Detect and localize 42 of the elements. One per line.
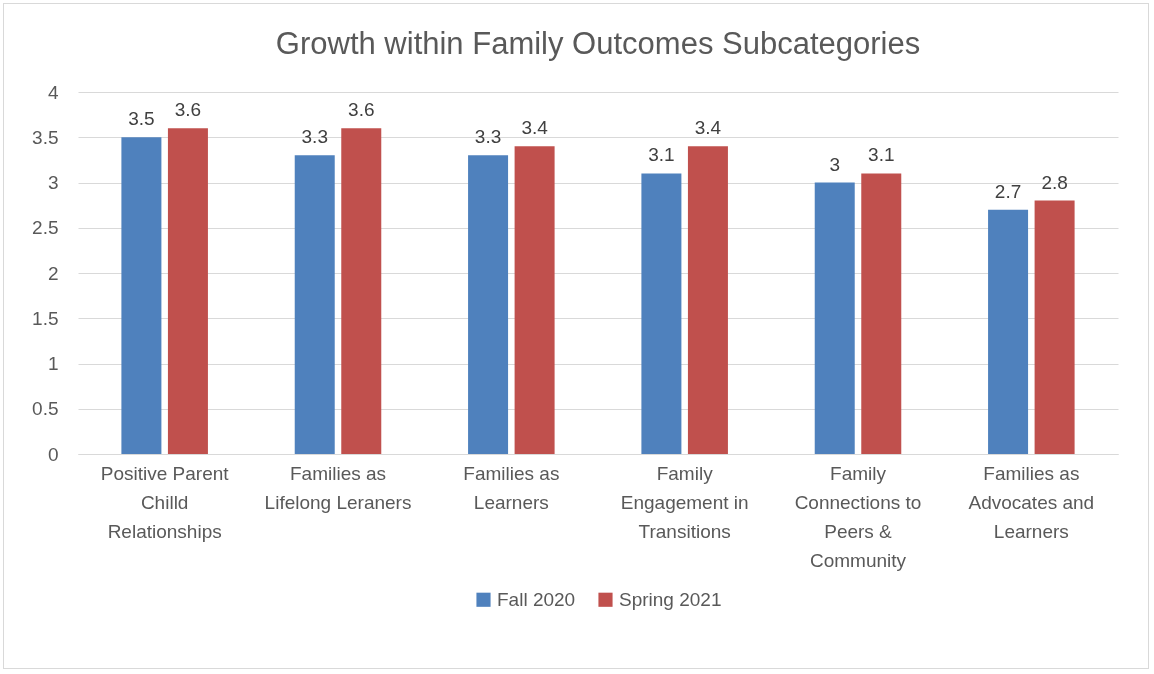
data-label: 3.4: [521, 117, 549, 139]
bar: [468, 155, 509, 454]
y-tick-label: 2: [47, 262, 59, 284]
data-label: 3: [829, 153, 841, 175]
data-label: 3.3: [474, 126, 502, 148]
data-label: 3.5: [128, 108, 155, 130]
data-label: 2.8: [1041, 171, 1068, 193]
x-tick-label: Families as Learners: [463, 462, 560, 513]
data-label: 2.7: [994, 180, 1022, 202]
bar: [814, 182, 855, 454]
bar: [167, 128, 208, 454]
y-tick-label: 1: [47, 353, 59, 374]
chart-title: Growth within Family Outcomes Subcategories: [275, 26, 921, 61]
x-tick-label: Families as Lifelong Leraners: [264, 462, 412, 513]
data-label: 3.4: [694, 117, 722, 139]
legend-label: Spring 2021: [619, 588, 722, 610]
y-tick-label: 0: [47, 443, 59, 465]
y-tick-label: 3: [47, 172, 59, 193]
data-label: 3.1: [868, 144, 895, 166]
data-label: 3.6: [348, 99, 375, 121]
y-tick-label: 0.5: [32, 398, 59, 420]
bar: [861, 173, 902, 454]
legend-label: Fall 2020: [497, 588, 576, 610]
bar: [294, 155, 335, 454]
data-label: 3.3: [301, 126, 328, 148]
x-tick-label: Family Connections to Peers & Community: [794, 462, 922, 571]
x-tick-label: Families as Advocates and Learners: [968, 462, 1095, 542]
bar: [988, 209, 1029, 454]
bar: [687, 146, 728, 454]
bar: [641, 173, 682, 454]
bar: [341, 128, 382, 454]
y-tick-label: 1.5: [32, 307, 59, 329]
data-label: 3.6: [174, 99, 202, 121]
data-label: 3.1: [648, 144, 675, 166]
bar: [1034, 200, 1075, 454]
x-tick-label: Positive Parent Chilld Relationships: [100, 462, 230, 542]
y-tick-label: 2.5: [32, 217, 59, 239]
bar: [121, 137, 162, 454]
y-tick-label: 3.5: [32, 126, 59, 148]
bar: [514, 146, 555, 454]
y-tick-label: 4: [47, 81, 59, 103]
x-tick-label: Family Engagement in Transitions: [620, 462, 749, 542]
